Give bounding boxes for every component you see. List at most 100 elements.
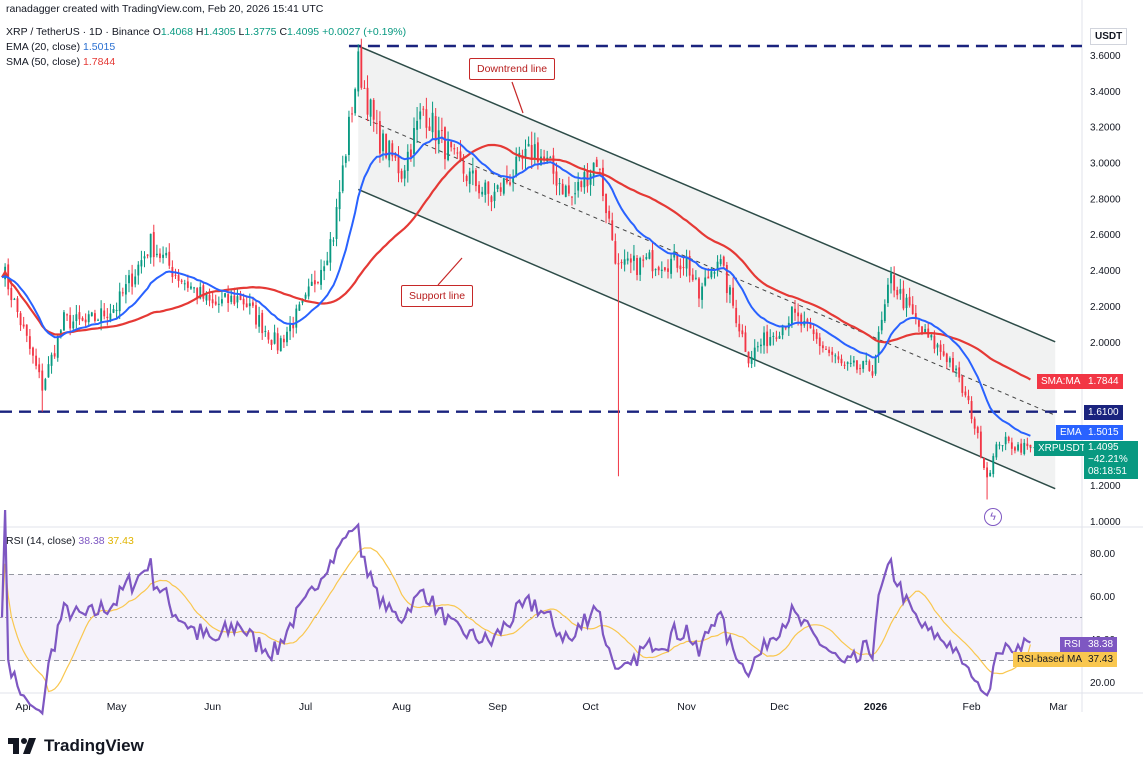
candle-body bbox=[199, 286, 202, 299]
candle-body bbox=[840, 358, 843, 364]
brand-footer[interactable]: TradingView bbox=[8, 736, 144, 756]
candle-body bbox=[128, 275, 130, 284]
candle-body bbox=[255, 305, 257, 325]
candle-body bbox=[196, 288, 199, 298]
candle-body bbox=[428, 126, 431, 131]
candle-body bbox=[431, 112, 434, 133]
candle-body bbox=[821, 345, 824, 349]
candle-body bbox=[363, 87, 366, 89]
rsi-ma-axis-tag: RSI-based MA bbox=[1013, 652, 1087, 667]
candle-body bbox=[670, 258, 673, 274]
candle-body bbox=[707, 276, 710, 279]
candle-body bbox=[784, 327, 787, 329]
candle-body bbox=[214, 301, 217, 305]
candle-body bbox=[38, 364, 41, 373]
sma-legend[interactable]: SMA (50, close) 1.7844 bbox=[6, 56, 115, 68]
candle-body bbox=[536, 142, 539, 163]
candle-body bbox=[967, 395, 970, 401]
candle-body bbox=[512, 178, 515, 183]
candle-body bbox=[896, 289, 899, 296]
candle-body bbox=[1029, 444, 1032, 448]
ohlc-change: +0.0027 (+0.19%) bbox=[322, 26, 407, 38]
candle-body bbox=[716, 261, 719, 270]
candle-body bbox=[998, 444, 1001, 446]
candle-body bbox=[852, 360, 855, 363]
candle-body bbox=[403, 170, 406, 179]
candle-body bbox=[32, 347, 34, 356]
candle-body bbox=[995, 444, 998, 458]
candle-body bbox=[103, 310, 106, 317]
candle-body bbox=[976, 427, 979, 434]
candle-body bbox=[471, 170, 474, 174]
candle-body bbox=[945, 353, 948, 363]
rsi-legend[interactable]: RSI (14, close) 38.38 37.43 bbox=[6, 535, 134, 547]
ema-legend[interactable]: EMA (20, close) 1.5015 bbox=[6, 41, 115, 53]
candle-body bbox=[942, 351, 945, 356]
candle-body bbox=[589, 174, 592, 185]
candle-body bbox=[567, 185, 570, 194]
candle-body bbox=[939, 344, 942, 352]
candle-body bbox=[688, 256, 691, 276]
tradingview-logo-icon bbox=[8, 738, 36, 754]
ohlc-high: 1.4305 bbox=[203, 26, 236, 38]
candle-body bbox=[137, 264, 140, 276]
symbol-axis-box: 1.4095 −42.21% 08:18:51 bbox=[1084, 441, 1138, 479]
candle-body bbox=[97, 319, 99, 321]
candle-body bbox=[698, 278, 700, 299]
month-label: Apr bbox=[16, 701, 33, 713]
month-label: Jul bbox=[299, 701, 312, 713]
candle-body bbox=[481, 191, 484, 195]
candle-body bbox=[416, 120, 419, 130]
candle-body bbox=[100, 308, 103, 323]
candle-body bbox=[13, 298, 16, 300]
symbol-axis-pct: −42.21% bbox=[1088, 454, 1128, 465]
candle-body bbox=[629, 258, 632, 263]
candle-body bbox=[453, 148, 456, 150]
candle-body bbox=[800, 314, 803, 326]
candle-body bbox=[623, 259, 626, 265]
candle-body bbox=[1014, 447, 1016, 451]
candle-body bbox=[611, 220, 614, 240]
candle-body bbox=[304, 294, 307, 299]
channel-midline bbox=[358, 115, 1056, 416]
candle-body bbox=[487, 181, 490, 194]
candle-body bbox=[729, 287, 731, 295]
price-tick: 2.4000 bbox=[1090, 266, 1121, 277]
candle-body bbox=[233, 295, 236, 304]
price-tick: 1.0000 bbox=[1090, 517, 1121, 528]
candle-body bbox=[679, 265, 682, 270]
candle-body bbox=[245, 303, 248, 308]
lightning-icon[interactable]: ϟ bbox=[984, 508, 1002, 526]
candle-body bbox=[159, 253, 161, 259]
candle-body bbox=[394, 155, 397, 158]
credit-text: ranadagger created with TradingView.com,… bbox=[6, 3, 324, 15]
candle-body bbox=[369, 99, 372, 117]
candle-body bbox=[400, 170, 403, 179]
candle-body bbox=[301, 299, 304, 303]
candle-body bbox=[633, 255, 635, 261]
candle-body bbox=[753, 347, 756, 360]
candle-body bbox=[267, 332, 270, 340]
candle-body bbox=[667, 268, 669, 272]
candle-body bbox=[948, 358, 951, 363]
candle-body bbox=[983, 458, 985, 468]
candle-body bbox=[437, 130, 440, 145]
candle-body bbox=[109, 313, 112, 321]
candle-body bbox=[118, 291, 121, 312]
candle-body bbox=[63, 312, 65, 331]
symbol-axis-time: 08:18:51 bbox=[1088, 466, 1127, 477]
candle-body bbox=[75, 314, 78, 322]
candle-body bbox=[239, 294, 242, 300]
candle-body bbox=[25, 324, 28, 336]
candle-body bbox=[47, 364, 50, 378]
candle-body bbox=[183, 283, 186, 285]
candle-body bbox=[738, 323, 741, 332]
candle-body bbox=[530, 144, 533, 160]
candle-body bbox=[227, 294, 230, 303]
candle-body bbox=[1007, 437, 1010, 442]
price-tick: 3.0000 bbox=[1090, 159, 1121, 170]
candle-body bbox=[592, 162, 595, 178]
candle-body bbox=[970, 401, 973, 419]
candle-body bbox=[676, 253, 679, 268]
